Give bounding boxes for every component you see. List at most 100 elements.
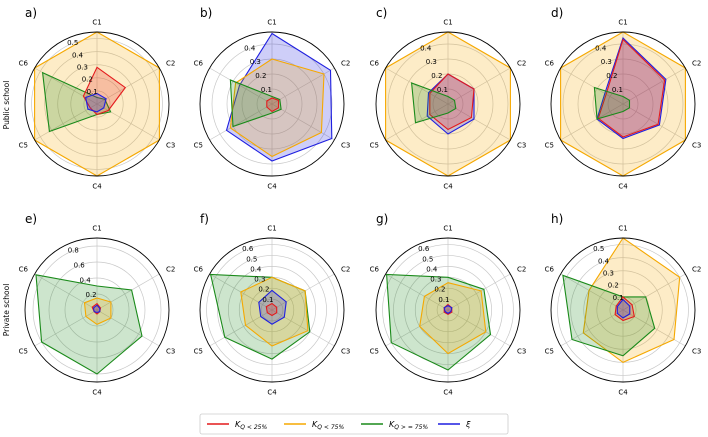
panel-label: e)	[25, 212, 37, 226]
tick-label: 0.5	[246, 255, 257, 263]
outer-frame	[24, 237, 170, 383]
grid-spoke	[385, 273, 449, 311]
grid-spoke	[209, 103, 273, 141]
axis-label-C4: C4	[443, 183, 453, 191]
grid-spoke	[447, 273, 511, 311]
series-k25	[265, 302, 278, 317]
axis-label-C4: C4	[267, 183, 277, 191]
axis-label-C4: C4	[267, 389, 277, 397]
axis-label-C6: C6	[545, 266, 555, 274]
tick-label: 0.6	[74, 261, 86, 269]
legend: KQ < 25% KQ < 75% KQ > = 75% ξ	[199, 413, 509, 435]
tick-label: 0.4	[250, 265, 262, 273]
series-k75	[419, 282, 487, 355]
axis-label-C3: C3	[692, 142, 701, 150]
axis-label-C2: C2	[517, 60, 526, 68]
tick-label: 0.1	[262, 296, 273, 304]
grid-spoke	[560, 103, 624, 141]
axis-label-C4: C4	[618, 389, 628, 397]
outer-frame	[199, 237, 345, 383]
radar-panel-5: e) 0.2 0.4 0.6 0.8 C1 C2 C3 C4 C5 C6	[19, 212, 176, 397]
tick-label: 0.5	[422, 255, 433, 263]
panel-label: d)	[551, 6, 563, 20]
axis-label-C1: C1	[618, 225, 627, 233]
grid-spoke	[622, 103, 686, 141]
tick-label: 0.4	[72, 51, 84, 59]
grid-spoke	[96, 309, 160, 347]
radar-panel-7: g) 0.1 0.2 0.3 0.4 0.5 0.6 C1 C2 C3 C4 C5 C6	[370, 212, 527, 397]
grid-spoke	[560, 273, 624, 311]
legend-label-k75: KQ < 75%	[312, 420, 344, 431]
tick-label: 0.2	[434, 286, 445, 294]
outer-frame	[375, 237, 521, 383]
radar-panels: a) 0.1 0.2 0.3 0.4 0.5 C1 C2 C3 C4 C5 C6 b) 0.1 0.2 0.3…	[19, 6, 702, 397]
grid-spoke	[96, 103, 160, 141]
tick-label: 0.1	[87, 88, 98, 96]
tick-label: 0.6	[242, 245, 254, 253]
series-k75	[582, 237, 681, 364]
grid-spoke	[271, 273, 335, 311]
row-label-public: Public school	[2, 81, 11, 130]
legend-label-kge75: KQ > = 75%	[389, 420, 428, 431]
axis-label-C6: C6	[370, 266, 380, 274]
tick-label: 0.1	[261, 86, 272, 94]
tick-label: 0.4	[595, 44, 607, 52]
axis-label-C4: C4	[92, 183, 102, 191]
axis-label-C1: C1	[92, 19, 101, 27]
radar-panel-8: h) 0.1 0.2 0.3 0.4 0.5 C1 C2 C3 C4 C5 C6	[545, 212, 702, 397]
tick-label: 0.3	[603, 270, 614, 278]
grid-spoke	[271, 309, 335, 347]
tick-label: 0.3	[601, 58, 612, 66]
tick-label: 0.3	[430, 276, 441, 284]
tick-label: 0.4	[420, 44, 432, 52]
tick-label: 0.3	[426, 58, 437, 66]
grid-spoke	[271, 103, 335, 141]
tick-label: 0.2	[608, 282, 619, 290]
tick-label: 0.6	[418, 245, 430, 253]
outer-frame	[550, 237, 696, 383]
grid-spoke	[560, 67, 624, 105]
row-label-private: Private school	[2, 284, 11, 337]
panel-label: h)	[551, 212, 563, 226]
tick-label: 0.4	[426, 265, 438, 273]
series-xi	[443, 304, 453, 314]
series-xi	[258, 289, 287, 325]
axis-label-C1: C1	[267, 225, 276, 233]
axis-label-C3: C3	[517, 348, 526, 356]
axis-label-C2: C2	[166, 266, 175, 274]
grid-spoke	[560, 309, 624, 347]
tick-label: 0.3	[77, 64, 88, 72]
radar-panel-4: d) 0.1 0.2 0.3 0.4 C1 C2 C3 C4 C5 C6	[545, 6, 702, 191]
grid-spoke	[34, 103, 98, 141]
tick-label: 0.4	[598, 257, 610, 265]
tick-label: 0.2	[85, 291, 96, 299]
grid-spoke	[385, 67, 449, 105]
axis-label-C2: C2	[692, 60, 701, 68]
series-xi	[616, 298, 631, 319]
axis-label-C2: C2	[692, 266, 701, 274]
tick-label: 0.2	[431, 72, 442, 80]
outer-frame	[24, 31, 170, 177]
axis-label-C5: C5	[370, 142, 379, 150]
axis-label-C5: C5	[370, 348, 379, 356]
series-kge75	[562, 274, 656, 357]
radar-panel-1: a) 0.1 0.2 0.3 0.4 0.5 C1 C2 C3 C4 C5 C6	[19, 6, 176, 191]
outer-frame	[199, 31, 345, 177]
grid-spoke	[622, 273, 686, 311]
axis-label-C2: C2	[166, 60, 175, 68]
grid-spoke	[34, 273, 98, 311]
panel-label: a)	[25, 6, 37, 20]
tick-label: 0.4	[244, 44, 256, 52]
axis-label-C2: C2	[341, 60, 350, 68]
axis-label-C2: C2	[341, 266, 350, 274]
axis-label-C2: C2	[517, 266, 526, 274]
panel-label: f)	[200, 212, 209, 226]
axis-label-C6: C6	[194, 60, 204, 68]
legend-label-xi: ξ	[465, 420, 471, 429]
tick-label: 0.1	[437, 86, 448, 94]
tick-label: 0.5	[67, 39, 78, 47]
axis-label-C5: C5	[19, 142, 28, 150]
axis-label-C3: C3	[166, 348, 175, 356]
panel-label: g)	[376, 212, 388, 226]
